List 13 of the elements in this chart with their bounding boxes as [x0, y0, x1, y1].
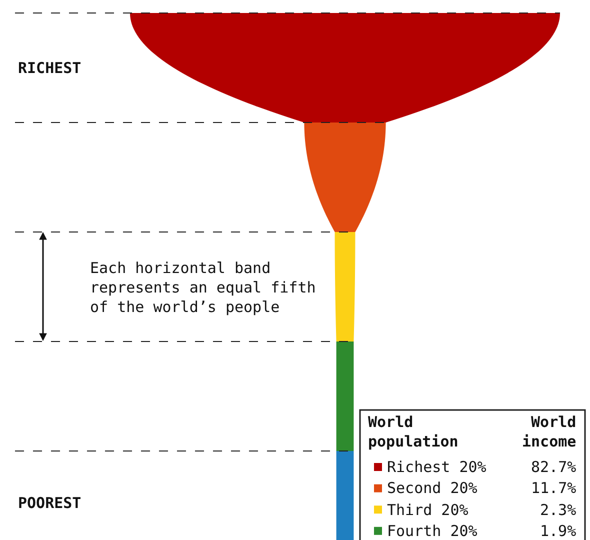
category-label: Fourth 20% — [387, 522, 478, 540]
data-label: 11.7% — [531, 479, 576, 497]
data-label: 2.3% — [540, 501, 576, 519]
text: Each horizontal band represents an equal fifth of the world’s people — [90, 259, 316, 316]
category-label: Second 20% — [387, 479, 478, 497]
text: World population — [368, 413, 458, 450]
text: World income — [522, 413, 576, 450]
text: RICHEST — [18, 59, 82, 77]
data-label: 1.9% — [540, 522, 576, 540]
data-label: 82.7% — [531, 458, 576, 476]
text: POOREST — [18, 494, 82, 512]
category-label: Richest 20% — [387, 458, 486, 476]
category-label: Third 20% — [387, 501, 468, 519]
